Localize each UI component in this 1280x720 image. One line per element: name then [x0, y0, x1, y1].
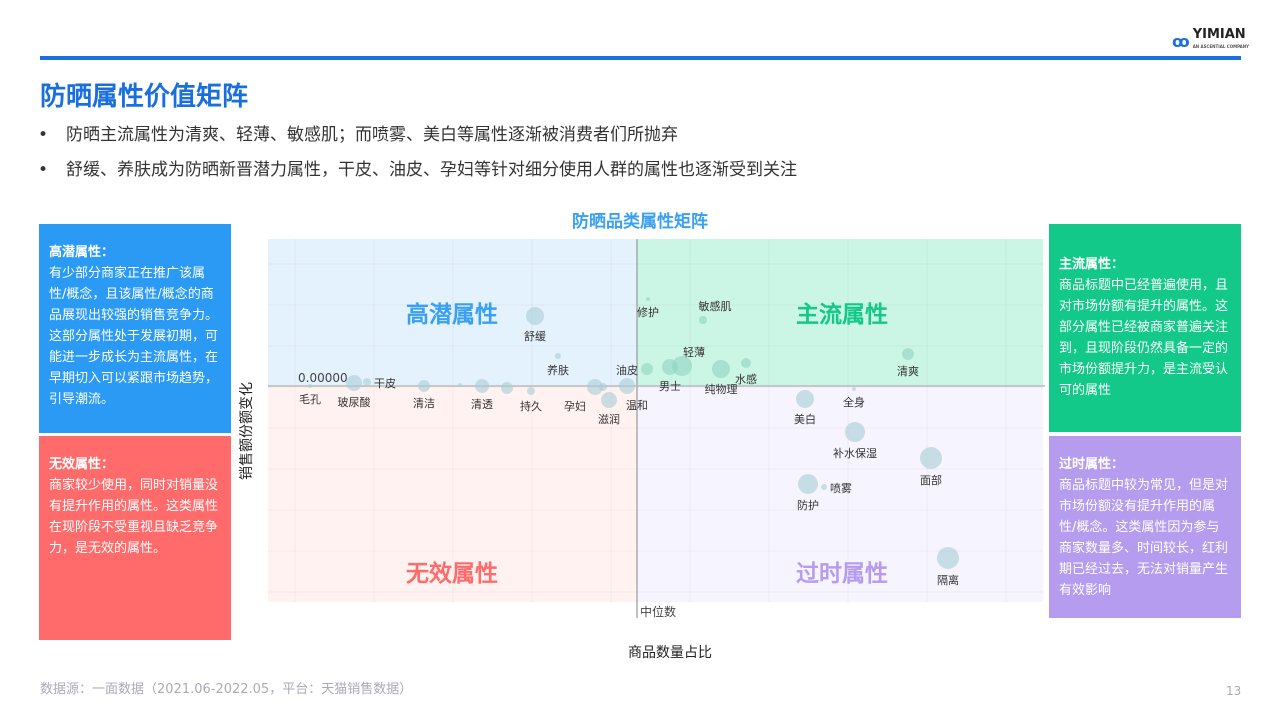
data-point-label: 轻薄: [683, 345, 705, 359]
bullet-list: 防晒主流属性为清爽、轻薄、敏感肌；而喷雾、美白等属性逐渐被消费者们所抛弃 舒缓、…: [38, 122, 797, 192]
potential-attribute-box: 高潜属性： 有少部分商家正在推广该属性/概念，且该属性/概念的商品展现出较强的销售…: [39, 224, 231, 433]
quadrant-mainstream: [637, 239, 1043, 386]
bullet-item: 防晒主流属性为清爽、轻薄、敏感肌；而喷雾、美白等属性逐渐被消费者们所抛弃: [38, 122, 797, 157]
data-point: [646, 297, 650, 301]
page-number: 13: [1226, 684, 1242, 698]
quadrant-label: 过时属性: [796, 561, 888, 587]
data-point: [852, 387, 856, 391]
data-point-label: 孕妇: [564, 400, 586, 413]
data-point: [699, 316, 707, 324]
data-point: [308, 384, 312, 388]
data-point: [527, 387, 535, 395]
quadrant-label: 高潜属性: [406, 301, 498, 328]
data-source: 数据源：一面数据（2021.06-2022.05，平台：天猫销售数据）: [40, 682, 413, 697]
data-point-label: 持久: [520, 399, 542, 413]
data-point: [418, 380, 430, 392]
data-point: [821, 484, 827, 490]
data-point-label: 面部: [920, 473, 942, 487]
data-point-label: 防护: [797, 498, 819, 512]
quadrant-label: 主流属性: [796, 301, 888, 328]
outdated-attribute-box: 过时属性： 商品标题中较为常见，但是对市场份额没有提升作用的属性/概念。这类属性因…: [1049, 436, 1241, 618]
data-point-label: 干皮: [374, 377, 396, 390]
data-point: [672, 356, 692, 376]
data-point-label: 油皮: [616, 363, 638, 377]
data-point-label: 补水保湿: [833, 446, 877, 460]
data-point: [619, 378, 635, 394]
data-point: [346, 375, 362, 391]
data-point-label: 滋润: [598, 412, 620, 426]
data-point: [599, 383, 607, 391]
data-point: [712, 360, 730, 378]
logo-icon: ꝏ: [1172, 31, 1190, 51]
data-point-label: 温和: [626, 399, 648, 412]
quadrant-potential: [268, 239, 637, 386]
data-point: [796, 390, 814, 408]
data-point-label: 舒缓: [524, 329, 546, 343]
data-point: [741, 358, 751, 368]
data-point: [845, 422, 865, 442]
data-point-label: 养肤: [547, 363, 569, 377]
data-point-label: 美白: [794, 412, 816, 426]
logo-text: YIMIAN AN ASCENTIAL COMPANY: [1192, 27, 1250, 49]
data-point-label: 清洁: [413, 397, 435, 410]
page-title: 防晒属性价值矩阵: [40, 82, 249, 112]
mainstream-attribute-box: 主流属性： 商品标题中已经普遍使用，且对市场份额有提升的属性。这部分属性已经被商家…: [1049, 224, 1241, 432]
data-point: [920, 447, 942, 469]
quadrant-invalid: [268, 386, 637, 602]
data-point-label: 隔离: [937, 573, 959, 587]
data-point-label: 喷雾: [830, 482, 852, 495]
data-point: [641, 363, 653, 375]
data-point-label: 玻尿酸: [338, 395, 371, 409]
data-point: [363, 378, 371, 386]
data-point-label: 水感: [735, 373, 757, 386]
y-reference-label: 0.00000: [298, 371, 348, 385]
y-axis-label: 销售额份额变化: [239, 382, 255, 480]
data-point-label: 修护: [637, 305, 659, 319]
data-point-label: 毛孔: [299, 393, 321, 406]
data-point: [937, 547, 959, 569]
bullet-item: 舒缓、养肤成为防晒新晋潜力属性，干皮、油皮、孕妇等针对细分使用人群的属性也逐渐受…: [38, 157, 797, 192]
company-logo: ꝏ YIMIAN AN ASCENTIAL COMPANY: [1172, 27, 1250, 53]
data-point: [587, 379, 603, 395]
x-axis-label: 商品数量占比: [628, 645, 712, 661]
chart-title: 防晒品类属性矩阵: [572, 212, 708, 232]
data-point: [555, 353, 561, 359]
data-point-label: 纯物理: [705, 382, 738, 396]
data-point: [902, 348, 914, 360]
data-point-label: 全身: [843, 395, 865, 409]
data-point: [475, 379, 489, 393]
quadrant-label: 无效属性: [406, 560, 498, 587]
data-point: [798, 474, 818, 494]
quadrant-outdated: [637, 386, 1043, 602]
data-point-label: 清爽: [897, 365, 919, 378]
data-point-label: 清透: [471, 398, 493, 411]
data-point: [526, 307, 544, 325]
data-point: [458, 383, 462, 387]
data-point-label: 男士: [659, 380, 681, 393]
data-point: [501, 382, 513, 394]
header-divider: [40, 56, 1241, 60]
x-reference-label: 中位数: [640, 604, 676, 619]
invalid-attribute-box: 无效属性： 商家较少使用，同时对销量没有提升作用的属性。这类属性在现阶段不受重视且…: [39, 436, 231, 640]
data-point-label: 敏感肌: [699, 299, 732, 313]
data-point: [601, 392, 617, 408]
